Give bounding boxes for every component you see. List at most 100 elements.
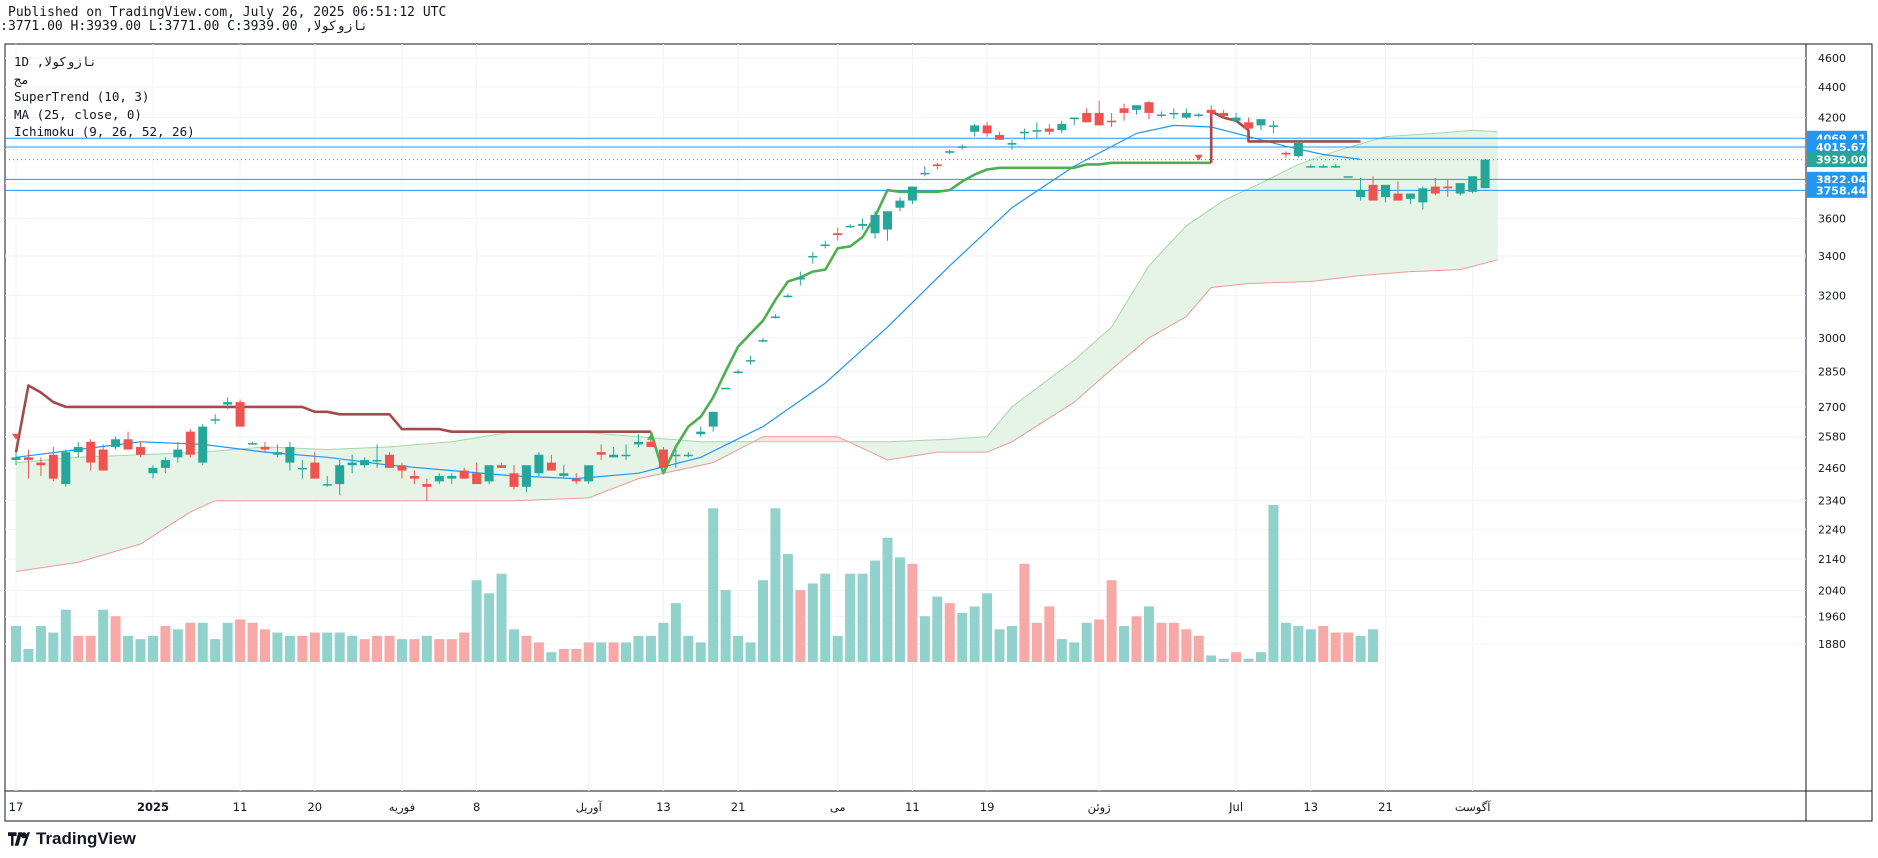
volume-bar xyxy=(882,537,893,662)
grid xyxy=(5,44,1806,791)
cloud-segment xyxy=(968,437,975,453)
volume-bar xyxy=(446,639,457,662)
supertrend-legend[interactable]: SuperTrend (10, 3) xyxy=(14,89,150,104)
cloud-segment xyxy=(1397,135,1405,273)
time-tick-label: 11 xyxy=(233,800,248,814)
price-tick-label: 2700 xyxy=(1818,401,1846,414)
candle-body xyxy=(1356,190,1366,198)
time-axis[interactable]: 17 2025 11 20 فوریه 8 آوریل 13 21 می 11 19 ژوئن Jul 13… xyxy=(9,800,1492,815)
volume-bar xyxy=(1243,658,1254,662)
footer-brand[interactable]: TradingView xyxy=(8,829,136,849)
candle-body xyxy=(372,459,382,462)
cloud-segment xyxy=(1086,342,1094,392)
volume-bar xyxy=(1031,622,1042,662)
candle-body xyxy=(397,465,407,471)
cloud-segment xyxy=(407,444,415,501)
candle-body xyxy=(223,402,233,405)
cloud-segment xyxy=(513,431,521,501)
time-tick-label: Jul xyxy=(1228,800,1243,814)
volume-bar xyxy=(48,632,59,662)
cloud-segment xyxy=(463,438,471,501)
candle-body xyxy=(559,473,569,476)
cloud-segment xyxy=(613,434,621,489)
volume-bar xyxy=(272,632,283,662)
candle-body xyxy=(385,454,394,468)
candle-body xyxy=(733,371,743,374)
candle-body xyxy=(957,146,967,148)
price-axis[interactable]: 1880 1960 2040 2140 2240 2340 2460 2580 2700 2850… xyxy=(1807,52,1867,651)
candle-body xyxy=(546,462,556,471)
candle-body xyxy=(1331,166,1341,168)
candle-body xyxy=(584,465,594,482)
cloud-segment xyxy=(1378,136,1386,275)
candle-body xyxy=(1169,112,1179,115)
candle-body xyxy=(272,452,282,455)
volume-bar xyxy=(695,642,706,662)
cloud-segment xyxy=(370,447,378,501)
ma-legend[interactable]: MA (25, close, 0) xyxy=(14,106,142,122)
cloud-segment xyxy=(115,455,123,552)
cloud-segment xyxy=(1416,133,1424,272)
candle-body xyxy=(86,441,96,463)
cloud-segment xyxy=(824,436,832,443)
cloud-segment xyxy=(905,440,913,458)
cloud-segment xyxy=(1242,188,1249,285)
candle-body xyxy=(1306,166,1316,168)
cloud-segment xyxy=(1204,208,1212,296)
volume-bar xyxy=(1081,622,1092,662)
candle-body xyxy=(1194,114,1204,116)
cloud-segment xyxy=(270,446,278,501)
cloud-segment xyxy=(1478,130,1486,266)
buy-signal-icon xyxy=(646,433,655,440)
ohlc-line: نازوکولا, D O:3771.00 H:3939.00 L:3771.0… xyxy=(0,19,368,34)
cloud-segment xyxy=(1453,130,1461,271)
volume-bar xyxy=(1131,616,1142,662)
candle-body xyxy=(932,164,942,167)
cloud-segment xyxy=(1254,182,1262,284)
symbol-line[interactable]: نازوکولا, 1D xyxy=(14,54,97,69)
candle-body xyxy=(721,387,731,390)
cloud-segment xyxy=(557,431,565,500)
cloud-segment xyxy=(1167,238,1175,328)
volume-bar xyxy=(1318,626,1329,662)
candle-body xyxy=(795,277,805,280)
candle-body xyxy=(11,457,21,460)
volume-bar xyxy=(1119,626,1130,662)
volume-bar xyxy=(496,573,507,662)
cloud-segment xyxy=(806,436,814,443)
time-tick-label: 8 xyxy=(473,800,480,814)
candle-body xyxy=(808,255,818,258)
cloud-segment xyxy=(227,449,235,501)
cloud-segment xyxy=(1422,133,1430,272)
cloud-segment xyxy=(1105,326,1112,376)
cloud-segment xyxy=(1080,348,1087,398)
volume-bar xyxy=(1268,505,1279,662)
cloud-segment xyxy=(787,436,795,443)
volume-bar xyxy=(1343,632,1354,662)
cloud-segment xyxy=(1229,194,1237,286)
volume-bar xyxy=(372,635,383,662)
price-level-label: 4015.67 xyxy=(1816,141,1866,154)
cloud-segment xyxy=(358,447,365,501)
candle-body xyxy=(210,419,220,421)
last-price-tag xyxy=(1807,152,1867,168)
cloud-segment xyxy=(351,447,359,501)
volume-bar xyxy=(994,629,1005,662)
cloud-segment xyxy=(1385,135,1393,274)
candle-body xyxy=(335,465,345,485)
cloud-segment xyxy=(775,436,782,443)
candle-body xyxy=(484,465,494,482)
time-tick-label: 11 xyxy=(905,800,920,814)
volume-bar xyxy=(957,612,968,662)
price-level-tag xyxy=(1807,182,1867,198)
volume-bar xyxy=(1293,626,1304,662)
cloud-segment xyxy=(221,449,228,501)
cloud-segment xyxy=(1322,152,1330,281)
ichimoku-legend[interactable]: Ichimoku (9, 26, 52, 26) xyxy=(14,124,195,139)
volume-bar xyxy=(807,583,818,662)
volume-bar xyxy=(683,635,694,662)
candle-body xyxy=(248,443,258,445)
volume-bar xyxy=(85,635,96,662)
candle-body xyxy=(422,484,432,487)
